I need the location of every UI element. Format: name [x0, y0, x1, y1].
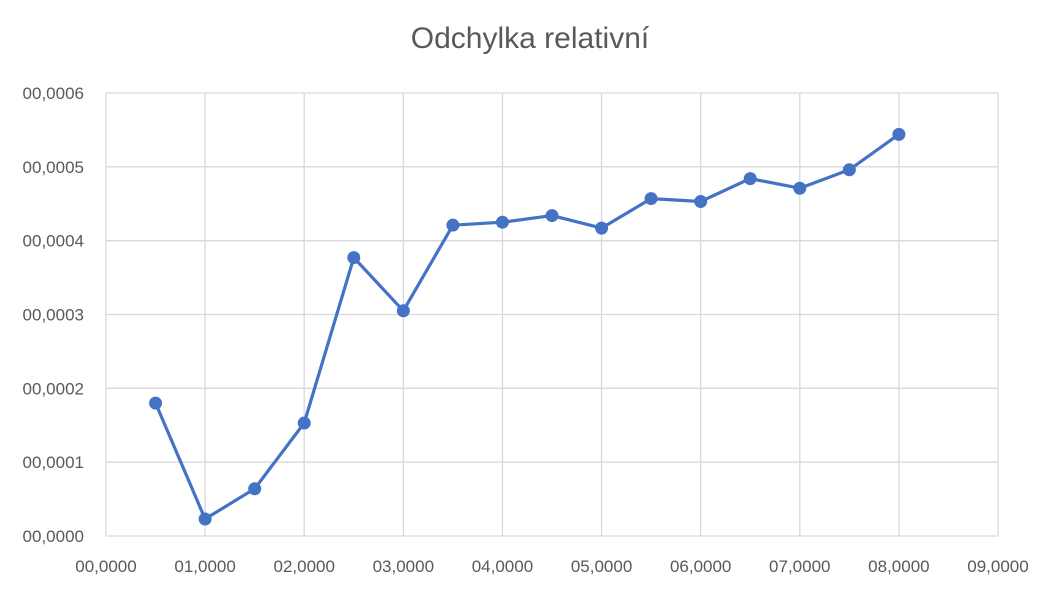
y-tick-labels: 00,0000 00,0001 00,0002 00,0003 00,0004 00,00… — [23, 84, 84, 546]
grid-layer — [105, 92, 999, 537]
x-tick-label: 00,0000 — [75, 557, 136, 576]
data-point — [892, 127, 906, 141]
data-point — [694, 195, 708, 209]
y-tick-label: 00,0001 — [23, 453, 84, 472]
data-point — [396, 304, 410, 318]
x-tick-label: 06,0000 — [670, 557, 731, 576]
y-tick-label: 00,0002 — [23, 379, 84, 398]
data-point — [595, 221, 609, 235]
x-tick-label: 08,0000 — [868, 557, 929, 576]
x-tick-label: 02,0000 — [273, 557, 334, 576]
x-tick-label: 09,0000 — [967, 557, 1028, 576]
data-point — [842, 163, 856, 177]
data-point — [198, 512, 212, 526]
data-point — [149, 396, 163, 410]
data-point — [743, 172, 757, 186]
x-tick-label: 01,0000 — [174, 557, 235, 576]
x-tick-label: 07,0000 — [769, 557, 830, 576]
data-point — [347, 251, 361, 265]
y-tick-label: 00,0003 — [23, 306, 84, 325]
x-tick-label: 04,0000 — [472, 557, 533, 576]
series-line — [154, 132, 900, 521]
x-tick-label: 05,0000 — [571, 557, 632, 576]
y-tick-label: 00,0004 — [23, 232, 84, 251]
chart-title: Odchylka relativní — [410, 22, 650, 55]
series-layer — [149, 127, 906, 526]
y-tick-label: 00,0006 — [23, 84, 84, 103]
data-point — [495, 215, 509, 229]
data-point — [248, 482, 262, 496]
data-point — [793, 181, 807, 195]
data-point — [297, 416, 311, 430]
data-point — [545, 209, 559, 223]
y-tick-label: 00,0000 — [23, 527, 84, 546]
x-tick-labels: 00,0000 01,0000 02,0000 03,0000 04,0000 05,00… — [75, 557, 1028, 576]
data-point — [644, 192, 658, 206]
data-point — [446, 218, 460, 232]
x-tick-label: 03,0000 — [373, 557, 434, 576]
y-tick-label: 00,0005 — [23, 158, 84, 177]
